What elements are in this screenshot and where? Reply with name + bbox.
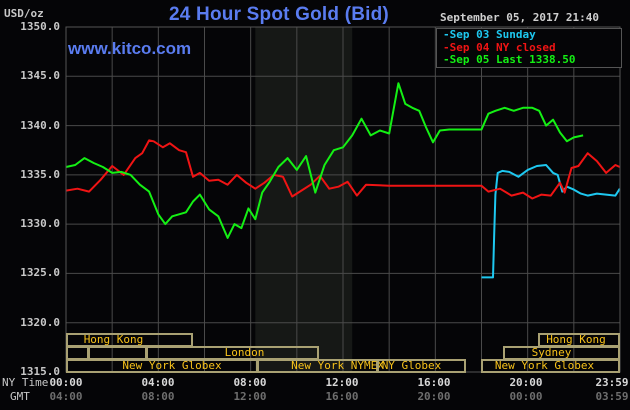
session-hong-kong: Hong Kong xyxy=(66,333,193,347)
session-new-york-nymex: New York NYMEX xyxy=(257,359,384,373)
ny-time-label: NY Time xyxy=(2,376,49,389)
session-bar-segment xyxy=(66,346,89,360)
x-tick-gmt-1200: 12:00 xyxy=(233,390,267,403)
series-line xyxy=(481,164,621,279)
x-tick-gmt-0359: 03:59 xyxy=(595,390,629,403)
session-london: London xyxy=(146,346,319,360)
y-tick-1335: 1335.0 xyxy=(20,168,60,181)
session-new-york-globex: New York Globex xyxy=(66,359,258,373)
x-tick-ny-2359: 23:59 xyxy=(595,376,629,389)
gmt-label: GMT xyxy=(10,390,30,403)
y-tick-1315: 1315.0 xyxy=(20,365,60,378)
x-tick-ny-2000: 20:00 xyxy=(509,376,543,389)
y-tick-1340: 1340.0 xyxy=(20,119,60,132)
chart-datetime: September 05, 2017 21:40 xyxy=(440,11,599,24)
legend: -Sep 03 Sunday -Sep 04 NY closed -Sep 05… xyxy=(436,28,622,68)
legend-item-sep04: -Sep 04 NY closed xyxy=(443,40,556,54)
session-ny-globex: NY Globex xyxy=(377,359,466,373)
series-line xyxy=(65,139,621,200)
x-tick-ny-0800: 08:00 xyxy=(233,376,267,389)
y-tick-1325: 1325.0 xyxy=(20,266,60,279)
session-sydney: Sydney xyxy=(503,346,620,360)
y-tick-1320: 1320.0 xyxy=(20,316,60,329)
x-tick-ny-1200: 12:00 xyxy=(325,376,359,389)
series-lines xyxy=(65,82,621,279)
x-tick-gmt-1600: 16:00 xyxy=(325,390,359,403)
session-hong-kong-2: Hong Kong xyxy=(538,333,620,347)
x-tick-gmt-0400: 04:00 xyxy=(49,390,83,403)
grid-lines xyxy=(66,27,620,372)
legend-item-sep05: -Sep 05 Last 1338.50 xyxy=(443,53,576,66)
x-tick-gmt-2000: 20:00 xyxy=(417,390,451,403)
x-tick-gmt-0000: 00:00 xyxy=(509,390,543,403)
y-axis-units: USD/oz xyxy=(4,7,44,20)
y-tick-1345: 1345.0 xyxy=(20,69,60,82)
chart-title: 24 Hour Spot Gold (Bid) xyxy=(169,4,389,25)
x-tick-ny-0400: 04:00 xyxy=(141,376,175,389)
session-bar-segment xyxy=(88,346,147,360)
x-tick-ny-1600: 16:00 xyxy=(417,376,451,389)
x-tick-gmt-0800: 08:00 xyxy=(141,390,175,403)
y-tick-1330: 1330.0 xyxy=(20,217,60,230)
session-new-york-globex-2: New York Globex xyxy=(481,359,620,373)
kitco-website-label: www.kitco.com xyxy=(68,39,192,58)
series-line xyxy=(65,82,584,239)
y-tick-1350: 1350.0 xyxy=(20,20,60,33)
shaded-session-region xyxy=(255,27,353,372)
legend-item-sep03: -Sep 03 Sunday xyxy=(443,28,536,41)
x-tick-ny-0000: 00:00 xyxy=(49,376,83,389)
